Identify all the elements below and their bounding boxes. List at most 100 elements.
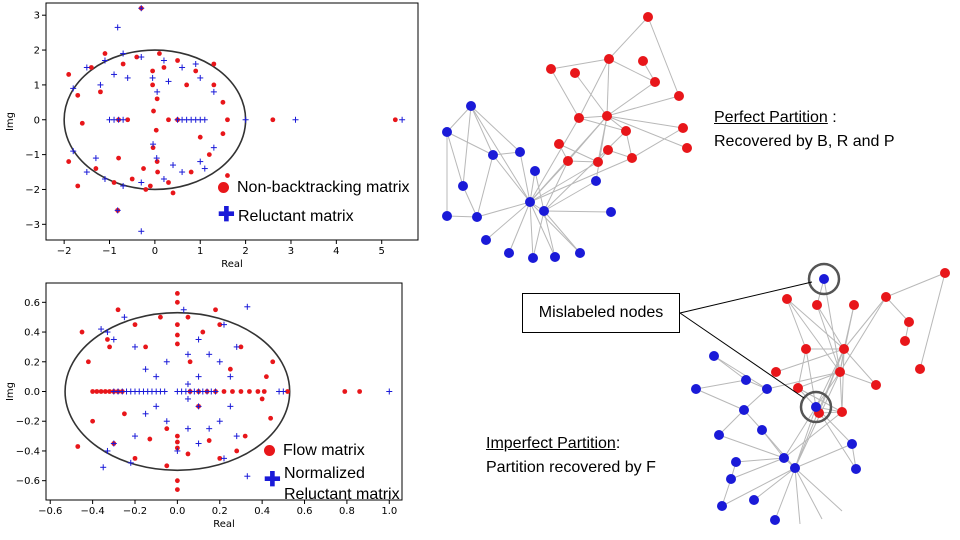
- legend-bottom-red: Flow matrix: [264, 440, 365, 461]
- data-point-dot: [116, 155, 121, 161]
- data-point-plus: [154, 88, 161, 95]
- data-point-plus: [127, 459, 134, 466]
- graph-edge: [761, 429, 796, 469]
- graph-node-red: [593, 157, 603, 167]
- graph-node-blue: [472, 212, 482, 222]
- graph-node-blue: [757, 425, 767, 435]
- graph-edge: [492, 154, 531, 203]
- graph-edge: [839, 371, 877, 386]
- data-point-dot: [141, 166, 146, 171]
- graph-node-red: [782, 294, 792, 304]
- graph-edge: [797, 348, 807, 389]
- data-point-dot: [261, 389, 267, 394]
- data-point-plus: [70, 85, 77, 92]
- perfect-title-text: Perfect Partition: [714, 109, 828, 126]
- graph-edge: [608, 58, 656, 83]
- graph-node-red: [674, 91, 684, 101]
- graph-edge: [730, 457, 785, 480]
- data-point-plus: [233, 433, 240, 440]
- x-tick-label: −0.2: [123, 506, 147, 517]
- graph-edge: [578, 117, 627, 132]
- data-point-plus: [104, 329, 111, 336]
- data-point-dot: [211, 82, 217, 88]
- data-point-dot: [174, 332, 180, 338]
- x-tick-label: 0: [152, 246, 158, 257]
- graph-node-red: [678, 123, 688, 133]
- data-point-plus: [292, 116, 299, 123]
- data-point-dot: [392, 117, 398, 123]
- x-tick-label: 1.0: [381, 506, 397, 517]
- data-point-plus: [192, 60, 199, 67]
- data-point-plus: [195, 373, 202, 380]
- x-tick-label: 3: [288, 246, 294, 257]
- graph-edge: [786, 298, 845, 350]
- data-point-plus: [386, 388, 393, 395]
- x-tick-label: 5: [379, 246, 385, 257]
- data-point-dot: [259, 396, 265, 402]
- data-point-plus: [153, 155, 160, 162]
- data-point-dot: [268, 415, 274, 421]
- graph-edge: [476, 201, 531, 218]
- graph-node-red: [793, 383, 803, 393]
- graph-node-red: [603, 145, 613, 155]
- mislabeled-nodes-label: Mislabeled nodes: [522, 293, 680, 333]
- imperfect-partition-subtitle: Partition recovered by F: [486, 459, 656, 476]
- data-point-dot: [129, 176, 135, 182]
- x-tick-label: −0.4: [80, 506, 104, 517]
- graph-node-red: [604, 54, 614, 64]
- x-tick-label: 4: [333, 246, 339, 257]
- data-point-plus: [120, 116, 127, 123]
- graph-node-red: [881, 292, 891, 302]
- graph-node-blue: [790, 463, 800, 473]
- graph-node-red: [602, 111, 612, 121]
- graph-edge: [558, 143, 599, 163]
- graph-node-blue: [530, 166, 540, 176]
- graph-node-blue: [770, 515, 780, 525]
- data-point-plus: [142, 410, 149, 417]
- data-point-dot: [174, 487, 180, 492]
- graph-edge: [543, 210, 556, 258]
- graph-node-blue: [749, 495, 759, 505]
- data-point-plus: [101, 176, 108, 183]
- graph-edge: [462, 105, 472, 187]
- graph-edge: [816, 304, 841, 373]
- graph-edge: [721, 467, 796, 507]
- data-point-dot: [107, 344, 112, 350]
- graph-perfect-partition: [442, 12, 692, 263]
- graph-node-red: [849, 300, 859, 310]
- data-point-plus: [150, 141, 157, 148]
- graph-node-blue: [847, 439, 857, 449]
- data-point-dot: [185, 451, 191, 457]
- graph-node-blue: [504, 248, 514, 258]
- data-point-dot: [211, 61, 217, 67]
- graph-node-blue: [591, 176, 601, 186]
- data-point-plus: [110, 440, 117, 447]
- data-point-dot: [150, 68, 156, 74]
- data-point-plus: [197, 74, 204, 81]
- x-tick-label: 0.2: [212, 506, 228, 517]
- data-point-dot: [66, 159, 72, 164]
- data-point-plus: [161, 388, 168, 395]
- data-point-plus: [104, 447, 111, 454]
- data-point-plus: [153, 403, 160, 410]
- data-point-dot: [75, 183, 81, 189]
- graph-edges: [695, 272, 946, 525]
- data-point-dot: [174, 433, 180, 439]
- data-point-plus: [120, 50, 127, 57]
- legend-label-flow: Flow matrix: [283, 442, 365, 459]
- legend-top-blue: ✚ Reluctant matrix: [218, 205, 354, 227]
- data-point-plus: [100, 464, 107, 471]
- graph-edge: [485, 201, 531, 241]
- graph-edge: [805, 348, 817, 408]
- legend-line2: Reluctant matrix: [284, 486, 400, 503]
- graph-edge: [529, 161, 599, 203]
- data-point-plus: [195, 336, 202, 343]
- graph-edge: [647, 16, 680, 97]
- plot-frame: [45, 2, 419, 241]
- graph-edge: [794, 443, 853, 469]
- pointer-line-upper: [679, 281, 813, 314]
- graph-node-blue: [515, 147, 525, 157]
- data-point-plus: [201, 165, 208, 172]
- data-point-dot: [150, 145, 156, 151]
- data-point-plus: [114, 207, 121, 214]
